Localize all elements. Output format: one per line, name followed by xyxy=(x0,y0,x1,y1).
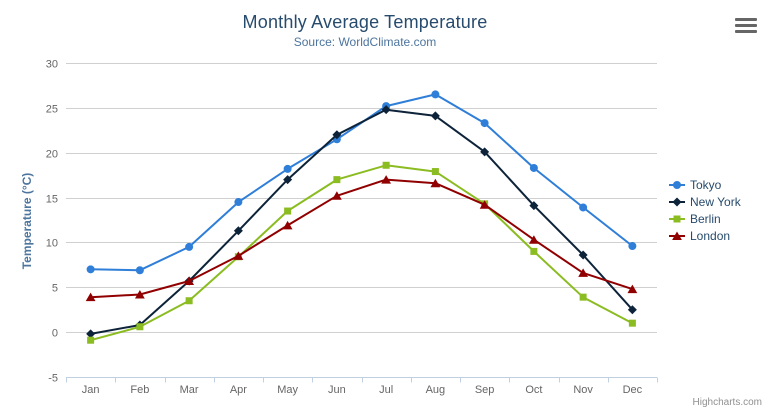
x-axis-label: Feb xyxy=(130,384,149,396)
legend-item-london[interactable]: London xyxy=(669,227,741,244)
data-point-new-york[interactable] xyxy=(381,105,391,115)
data-point-london[interactable] xyxy=(282,220,293,230)
tokyo-circle-marker-icon xyxy=(669,180,685,189)
data-point-london[interactable] xyxy=(381,175,392,184)
series-line-berlin xyxy=(89,164,634,342)
data-point-new-york[interactable] xyxy=(480,147,490,157)
x-axis-label: Jun xyxy=(328,384,346,396)
x-axis-label: Oct xyxy=(525,384,542,396)
data-point-new-york[interactable] xyxy=(430,111,440,121)
series-line-london xyxy=(89,178,634,299)
data-point-tokyo[interactable] xyxy=(86,265,95,274)
y-axis-label: 10 xyxy=(46,238,58,250)
x-axis-label: Jul xyxy=(379,384,393,396)
legend-item-tokyo[interactable]: Tokyo xyxy=(669,176,741,193)
data-point-new-york[interactable] xyxy=(529,201,539,211)
x-axis-label: May xyxy=(277,384,298,396)
series-line-new-york xyxy=(89,108,634,335)
data-point-london[interactable] xyxy=(627,284,638,294)
y-axis-label: 0 xyxy=(52,328,58,340)
data-point-london[interactable] xyxy=(528,235,539,244)
y-axis-label: 15 xyxy=(46,194,58,206)
data-point-tokyo[interactable] xyxy=(185,242,194,251)
y-axis-title: Temperature (°C) xyxy=(20,172,34,270)
data-point-berlin[interactable] xyxy=(136,323,144,331)
legend-label: New York xyxy=(690,194,741,209)
x-axis-label: Aug xyxy=(426,384,446,396)
new-york-diamond-marker-icon xyxy=(669,197,685,206)
berlin-square-marker-icon xyxy=(669,215,685,222)
x-axis-label: Nov xyxy=(573,384,593,396)
data-point-london[interactable] xyxy=(184,276,195,286)
y-axis-label: 25 xyxy=(46,104,58,116)
legend-marker xyxy=(673,180,681,189)
legend-marker xyxy=(672,231,682,240)
data-point-tokyo[interactable] xyxy=(135,266,144,275)
data-point-berlin[interactable] xyxy=(431,168,439,176)
legend-item-berlin[interactable]: Berlin xyxy=(669,210,741,227)
chart-context-menu-button[interactable] xyxy=(733,14,758,36)
data-point-london[interactable] xyxy=(430,178,441,188)
data-point-berlin[interactable] xyxy=(284,207,292,215)
london-triangle-marker-icon xyxy=(669,231,685,240)
data-point-tokyo[interactable] xyxy=(529,163,538,172)
y-axis-label: -5 xyxy=(48,373,58,385)
legend-label: Tokyo xyxy=(690,177,722,192)
data-point-london[interactable] xyxy=(331,191,342,200)
legend: Tokyo New York Berlin London xyxy=(669,176,741,244)
data-point-london[interactable] xyxy=(233,251,244,260)
y-axis-label: 30 xyxy=(46,59,58,71)
legend-label: Berlin xyxy=(690,211,721,226)
hamburger-icon xyxy=(734,29,757,33)
x-axis-label: Mar xyxy=(180,384,199,396)
data-point-tokyo[interactable] xyxy=(234,198,243,207)
data-point-london[interactable] xyxy=(134,289,145,299)
data-point-london[interactable] xyxy=(578,268,589,277)
data-point-london[interactable] xyxy=(85,292,96,302)
data-point-tokyo[interactable] xyxy=(628,242,637,251)
credits-link[interactable]: Highcharts.com xyxy=(692,397,762,408)
data-point-tokyo[interactable] xyxy=(480,119,489,128)
data-point-new-york[interactable] xyxy=(283,175,293,185)
data-point-new-york[interactable] xyxy=(86,329,96,339)
hamburger-icon xyxy=(734,17,757,21)
data-point-berlin[interactable] xyxy=(579,293,587,301)
chart-subtitle: Source: WorldClimate.com xyxy=(293,35,437,49)
data-point-berlin[interactable] xyxy=(185,297,193,305)
data-point-tokyo[interactable] xyxy=(283,164,292,173)
chart-title: Monthly Average Temperature xyxy=(242,12,488,32)
data-point-tokyo[interactable] xyxy=(431,90,440,99)
x-axis-label: Dec xyxy=(623,384,643,396)
data-point-london[interactable] xyxy=(479,200,490,209)
data-point-new-york[interactable] xyxy=(233,226,243,236)
data-point-berlin[interactable] xyxy=(382,161,390,169)
x-axis-label: Jan xyxy=(82,384,100,396)
legend-marker xyxy=(673,215,681,222)
y-axis-label: 20 xyxy=(46,149,58,161)
data-point-tokyo[interactable] xyxy=(579,203,588,212)
hamburger-icon xyxy=(734,23,757,27)
legend-marker xyxy=(672,197,682,206)
legend-item-new-york[interactable]: New York xyxy=(669,193,741,210)
series-line-tokyo xyxy=(89,93,634,272)
data-point-berlin[interactable] xyxy=(628,319,636,327)
y-axis-label: 5 xyxy=(52,283,58,295)
data-point-berlin[interactable] xyxy=(530,247,538,255)
x-axis-label: Apr xyxy=(230,384,247,396)
data-point-new-york[interactable] xyxy=(332,130,342,140)
data-point-berlin[interactable] xyxy=(87,336,95,344)
x-axis-label: Sep xyxy=(475,384,495,396)
data-point-new-york[interactable] xyxy=(578,250,588,260)
data-point-berlin[interactable] xyxy=(333,176,341,184)
data-point-new-york[interactable] xyxy=(627,305,637,315)
legend-label: London xyxy=(690,228,731,243)
